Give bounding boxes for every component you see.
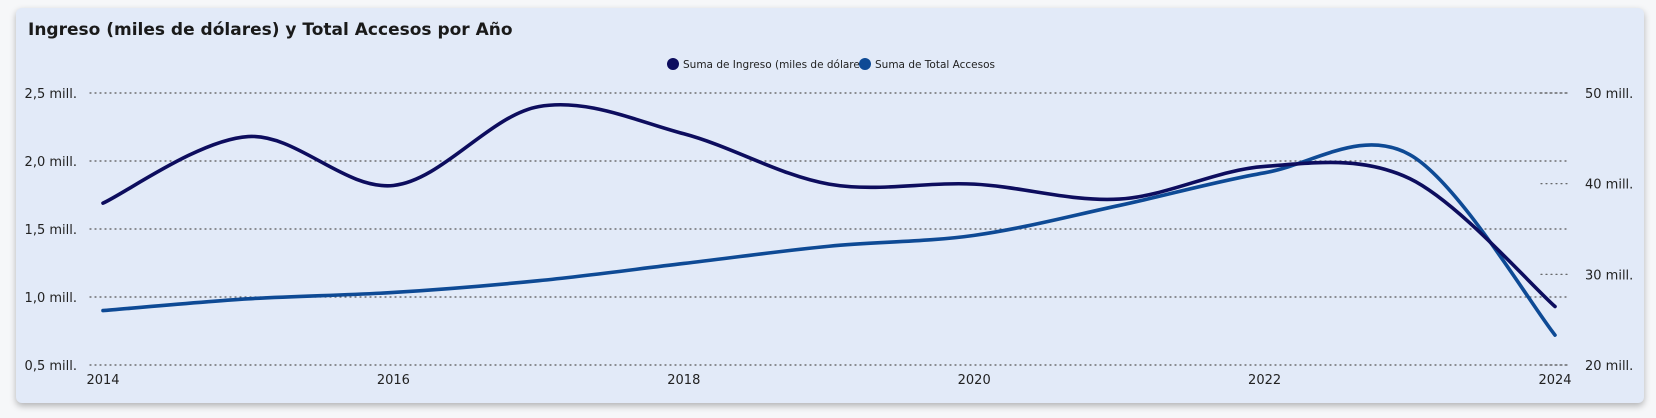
y-left-tick-label: 2,0 mill.	[25, 155, 77, 170]
chart-title: Ingreso (miles de dólares) y Total Acces…	[28, 20, 513, 40]
y-left-tick-label: 0,5 mill.	[25, 359, 77, 374]
y-right-tick-label: 40 mill.	[1585, 178, 1633, 193]
grid-lines	[89, 92, 1569, 366]
x-tick-label: 2024	[1538, 373, 1571, 388]
legend-label-1: Suma de Total Accesos	[875, 59, 995, 71]
chart-card	[16, 8, 1644, 403]
legend-marker-1	[859, 58, 871, 70]
x-tick-label: 2020	[958, 373, 991, 388]
y-left-tick-label: 1,0 mill.	[25, 291, 77, 306]
legend-marker-0	[667, 58, 679, 70]
y-left-tick-label: 2,5 mill.	[25, 87, 77, 102]
legend-label-0: Suma de Ingreso (miles de dólares)	[683, 59, 869, 71]
x-tick-label: 2014	[86, 373, 119, 388]
y-right-tick-label: 30 mill.	[1585, 268, 1633, 283]
x-tick-label: 2016	[377, 373, 410, 388]
y-right-tick-label: 50 mill.	[1585, 87, 1633, 102]
x-tick-label: 2022	[1248, 373, 1281, 388]
series-line-ingreso	[101, 102, 1557, 309]
series-lines	[101, 102, 1557, 337]
legend: Suma de Ingreso (miles de dólares) Suma d…	[667, 58, 995, 71]
axes: 0,5 mill. 1,0 mill. 1,5 mill. 2,0 mill. 2,5 …	[25, 87, 1634, 388]
series-line-total-accesos	[101, 143, 1557, 337]
y-right-tick-label: 20 mill.	[1585, 359, 1633, 374]
y-left-tick-label: 1,5 mill.	[25, 223, 77, 238]
x-tick-label: 2018	[667, 373, 700, 388]
